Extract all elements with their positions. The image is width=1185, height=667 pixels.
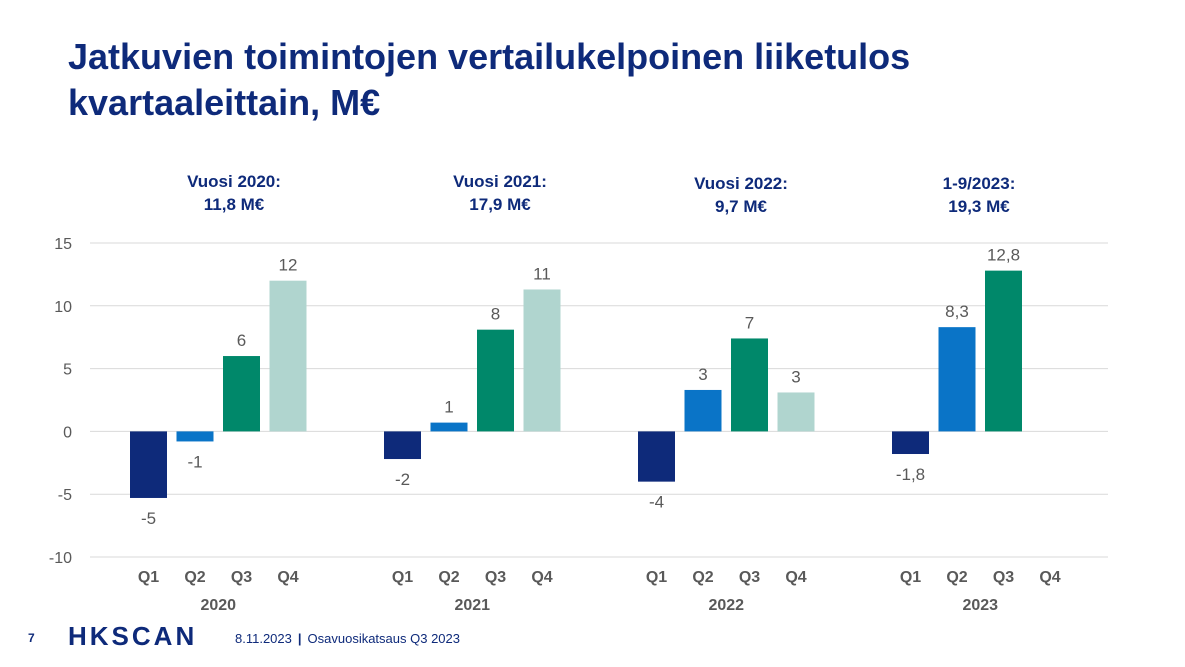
- x-tick-label: Q4: [277, 569, 298, 586]
- y-tick-label: 10: [54, 299, 72, 316]
- bar: [430, 422, 468, 432]
- bar: [684, 389, 722, 432]
- y-tick-label: -5: [58, 487, 72, 504]
- group-label: 2023: [962, 597, 998, 614]
- year-note-2023: 1-9/2023: 19,3 M€: [879, 172, 1079, 218]
- bar: [176, 431, 214, 442]
- data-label: 3: [698, 365, 707, 384]
- year-note-label: Vuosi 2021:: [453, 172, 547, 191]
- data-label: 3: [791, 367, 800, 386]
- bar: [731, 338, 768, 432]
- page-title: Jatkuvien toimintojen vertailukelpoinen …: [68, 34, 1148, 126]
- bar: [523, 289, 561, 432]
- x-tick-label: Q4: [785, 569, 806, 586]
- y-tick-label: 5: [63, 362, 72, 379]
- x-tick-label: Q3: [485, 569, 506, 586]
- bar: [477, 329, 514, 432]
- x-tick-label: Q1: [138, 569, 159, 586]
- year-note-value: 19,3 M€: [948, 197, 1010, 216]
- year-note-value: 17,9 M€: [469, 195, 531, 214]
- bar: [938, 327, 976, 432]
- group-label: 2022: [708, 597, 744, 614]
- data-label: 8,3: [945, 302, 969, 321]
- data-label: 1: [444, 398, 453, 417]
- title-line-2: kvartaaleittain, M€: [68, 82, 381, 123]
- x-tick-label: Q2: [692, 569, 713, 586]
- title-line-1: Jatkuvien toimintojen vertailukelpoinen …: [68, 36, 911, 77]
- data-label: 12: [279, 256, 298, 275]
- x-tick-label: Q2: [946, 569, 967, 586]
- year-note-value: 11,8 M€: [203, 195, 265, 214]
- x-tick-label: Q2: [438, 569, 459, 586]
- bar: [985, 270, 1022, 432]
- x-tick-label: Q2: [184, 569, 205, 586]
- data-label: 7: [745, 313, 754, 332]
- group-label: 2020: [200, 597, 236, 614]
- year-note-label: Vuosi 2022:: [694, 174, 788, 193]
- year-note-2020: Vuosi 2020: 11,8 M€: [134, 170, 334, 216]
- x-tick-label: Q4: [1039, 569, 1060, 586]
- data-label: 6: [237, 331, 246, 350]
- year-note-value: 9,7 M€: [715, 197, 767, 216]
- group-label: 2021: [454, 597, 490, 614]
- data-label: -5: [141, 509, 156, 528]
- y-tick-label: 15: [54, 236, 72, 253]
- data-label: -2: [395, 470, 410, 489]
- data-label: -1: [187, 452, 202, 471]
- bar: [777, 392, 815, 432]
- y-tick-label: 0: [63, 424, 72, 441]
- x-tick-label: Q1: [392, 569, 413, 586]
- year-note-2022: Vuosi 2022: 9,7 M€: [641, 172, 841, 218]
- data-label: 11: [533, 264, 551, 283]
- data-label: 8: [491, 305, 500, 324]
- footer-info: 8.11.2023 | Osavuosikatsaus Q3 2023: [235, 631, 460, 646]
- bar: [384, 431, 421, 460]
- bar: [892, 431, 929, 455]
- bar: [638, 431, 675, 482]
- bar: [269, 280, 307, 432]
- x-tick-label: Q1: [900, 569, 921, 586]
- y-tick-label: -10: [49, 550, 72, 567]
- data-label: 12,8: [987, 246, 1020, 265]
- x-tick-label: Q4: [531, 569, 552, 586]
- x-tick-label: Q3: [993, 569, 1014, 586]
- page-number: 7: [28, 631, 35, 645]
- footer-date: 8.11.2023: [235, 631, 292, 646]
- bar: [130, 431, 167, 498]
- bar: [223, 356, 260, 432]
- data-label: -4: [649, 493, 664, 512]
- data-label: -1,8: [896, 465, 925, 484]
- year-note-label: 1-9/2023:: [942, 174, 1016, 193]
- year-note-label: Vuosi 2020:: [187, 172, 281, 191]
- year-note-2021: Vuosi 2021: 17,9 M€: [400, 170, 600, 216]
- x-tick-label: Q1: [646, 569, 667, 586]
- footer-report-name: Osavuosikatsaus Q3 2023: [307, 631, 460, 646]
- x-tick-label: Q3: [739, 569, 760, 586]
- x-tick-label: Q3: [231, 569, 252, 586]
- footer-separator: |: [297, 631, 302, 646]
- hkscan-logo: HKSCAN: [68, 621, 198, 651]
